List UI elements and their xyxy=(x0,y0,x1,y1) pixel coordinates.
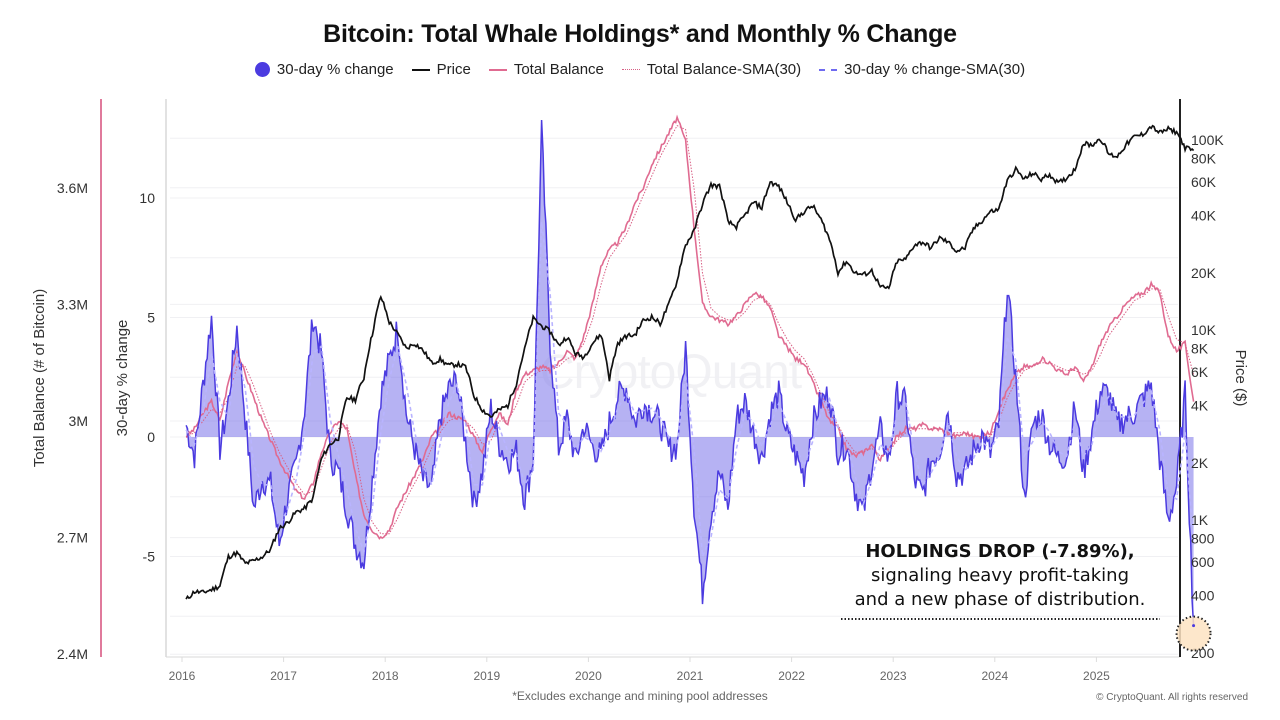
pct-tick-labels: 10 5 0 -5 xyxy=(139,190,155,565)
pct-tick-label: -5 xyxy=(143,549,156,565)
price-tick-label: 2K xyxy=(1191,455,1209,471)
price-tick-label: 60K xyxy=(1191,174,1217,190)
chart-title: Bitcoin: Total Whale Holdings* and Month… xyxy=(323,20,957,48)
x-tick-label: 2023 xyxy=(880,669,907,683)
price-tick-labels: 100K80K60K40K20K10K8K6K4K2K1K80060040020… xyxy=(1191,132,1224,661)
price-tick-label: 6K xyxy=(1191,364,1209,380)
copyright: © CryptoQuant. All rights reserved xyxy=(1096,692,1248,703)
x-tick-label: 2025 xyxy=(1083,669,1110,683)
pct-tick-label: 10 xyxy=(139,190,155,206)
pct-change-sma-line xyxy=(185,221,1195,557)
legend-item-30day-change-sma[interactable]: 30-day % change-SMA(30) xyxy=(819,61,1025,78)
legend-label: Total Balance-SMA(30) xyxy=(646,61,802,78)
price-tick-label: 1K xyxy=(1191,512,1209,528)
price-tick-label: 600 xyxy=(1191,554,1215,570)
latest-pct-point xyxy=(1192,624,1196,628)
x-tick-label: 2022 xyxy=(778,669,805,683)
annotation-headline: HOLDINGS DROP (-7.89%), xyxy=(865,541,1135,562)
balance-tick-label: 3.6M xyxy=(57,180,88,196)
legend-item-total-balance-sma[interactable]: Total Balance-SMA(30) xyxy=(621,61,802,78)
legend-label: 30-day % change xyxy=(276,61,394,78)
x-tick-label: 2024 xyxy=(981,669,1008,683)
pct-tick-label: 5 xyxy=(147,310,155,326)
gridlines xyxy=(170,137,1178,655)
price-line xyxy=(185,124,1195,600)
x-tick-label: 2019 xyxy=(473,669,500,683)
total-balance-line xyxy=(185,114,1195,540)
legend-line-icon xyxy=(411,68,430,71)
total-balance-sma-line xyxy=(185,124,1195,535)
pct-change-fill-area xyxy=(186,120,1194,626)
balance-tick-label: 3M xyxy=(69,413,88,429)
legend-item-30day-change[interactable]: 30-day % change xyxy=(254,61,394,78)
pct-change-area xyxy=(186,120,1194,626)
legend-line-icon xyxy=(488,68,507,71)
legend-circle-icon xyxy=(254,62,270,77)
pct-change-line xyxy=(185,119,1195,626)
price-axis-title: Price ($) xyxy=(1232,350,1249,407)
legend-item-price[interactable]: Price xyxy=(411,61,471,78)
annotation-highlight-circle xyxy=(1175,615,1212,652)
price-tick-label: 4K xyxy=(1191,398,1209,414)
legend: 30-day % change Price Total Balance Tota… xyxy=(0,61,1280,78)
balance-tick-label: 2.4M xyxy=(57,646,88,662)
price-tick-label: 100K xyxy=(1191,132,1224,148)
price-tick-label: 40K xyxy=(1191,208,1217,224)
annotation-line-3: and a new phase of distribution. xyxy=(854,589,1146,610)
legend-dashed-line-icon xyxy=(819,68,838,71)
balance-tick-label: 3.3M xyxy=(57,296,88,312)
x-tick-label: 2016 xyxy=(169,669,196,683)
x-tick-label: 2018 xyxy=(372,669,399,683)
balance-tick-labels: 3.6M 3.3M 3M 2.7M 2.4M xyxy=(57,180,88,662)
pct-tick-label: 0 xyxy=(147,429,155,445)
annotation-line-2: signaling heavy profit-taking xyxy=(870,565,1130,586)
series-lines xyxy=(185,114,1195,626)
balance-axis-title: Total Balance (# of Bitcoin) xyxy=(31,289,48,467)
legend-label: Total Balance xyxy=(513,61,604,78)
x-tick-labels: 2016 2017 2018 2019 2020 2021 2022 2023 2024 2025 xyxy=(169,657,1110,683)
price-tick-label: 800 xyxy=(1191,530,1215,546)
annotation-box: HOLDINGS DROP (-7.89%), signaling heavy … xyxy=(840,540,1160,612)
x-tick-label: 2020 xyxy=(575,669,602,683)
legend-item-total-balance[interactable]: Total Balance xyxy=(488,61,604,78)
x-tick-label: 2017 xyxy=(270,669,297,683)
balance-tick-label: 2.7M xyxy=(57,530,88,546)
watermark: CryptoQuant xyxy=(540,346,802,399)
legend-dotted-line-icon xyxy=(621,69,640,70)
legend-label: 30-day % change-SMA(30) xyxy=(844,61,1026,78)
footnote: *Excludes exchange and mining pool addre… xyxy=(512,689,768,703)
price-tick-label: 80K xyxy=(1191,150,1217,166)
price-tick-label: 8K xyxy=(1191,340,1209,356)
price-tick-label: 20K xyxy=(1191,265,1217,281)
pct-axis-title: 30-day % change xyxy=(114,320,131,437)
latest-drop-line xyxy=(1192,624,1196,628)
price-tick-label: 400 xyxy=(1191,588,1215,604)
x-tick-label: 2021 xyxy=(677,669,704,683)
price-tick-label: 10K xyxy=(1191,322,1217,338)
legend-label: Price xyxy=(436,61,471,78)
